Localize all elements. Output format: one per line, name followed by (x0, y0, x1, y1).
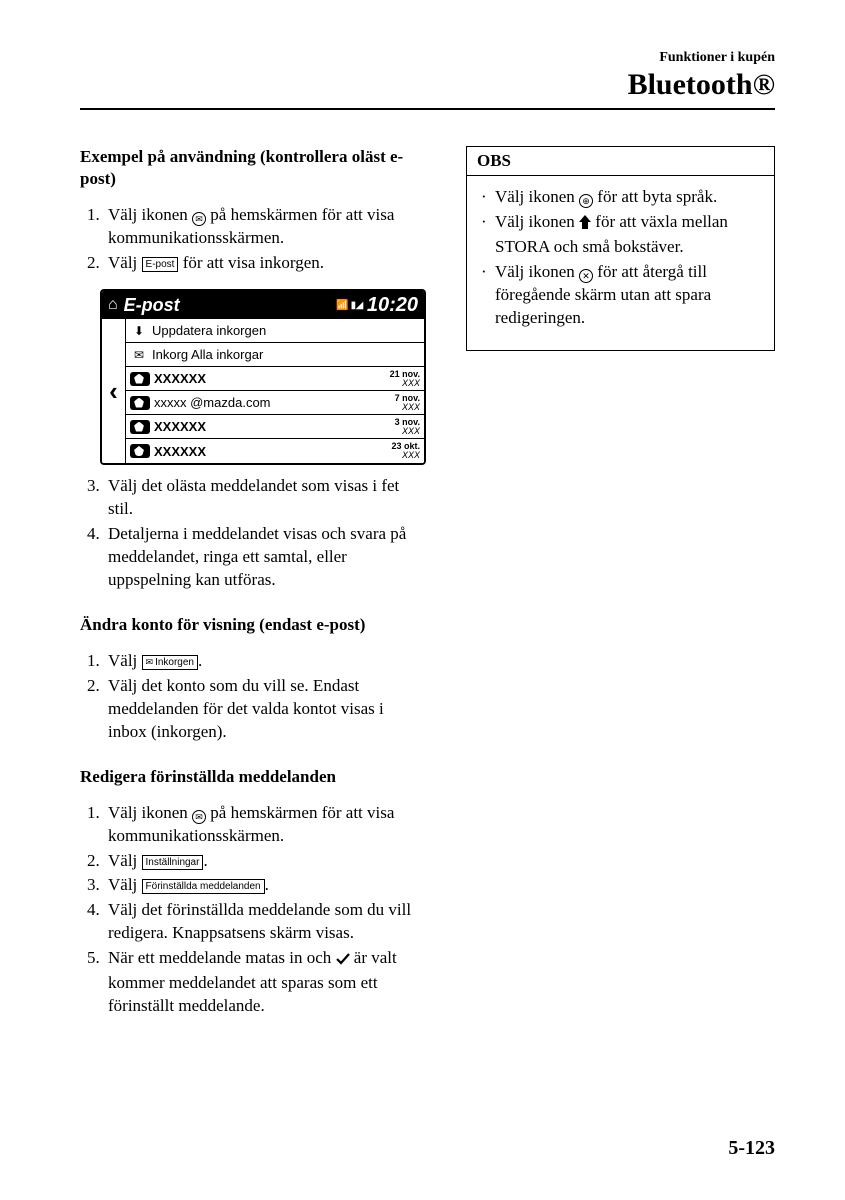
section1-step4: Detaljerna i meddelandet visas och svara… (104, 523, 426, 592)
msg-date: 23 okt.XXX (391, 442, 420, 460)
ui-message-row: XXXXXX 23 okt.XXX (126, 439, 424, 463)
section2-title: Ändra konto för visning (endast e-post) (80, 614, 426, 636)
status-icons: 📶 ▮◢ (336, 300, 362, 311)
section3-title: Redigera förinställda meddelanden (80, 766, 426, 788)
ui-clock: 10:20 (367, 294, 418, 317)
section3-step1: Välj ikonen ✉ på hemskärmen för att visa… (104, 802, 426, 848)
msg-date: 3 nov.XXX (395, 418, 420, 436)
obs-box: OBS · Välj ikonen ⊕ för att byta språk. … (466, 146, 775, 351)
ui-message-row: xxxxx @mazda.com 7 nov.XXX (126, 391, 424, 415)
section1-title: Exempel på användning (kontrollera oläst… (80, 146, 426, 190)
contact-icon (130, 444, 150, 458)
obs-body: · Välj ikonen ⊕ för att byta språk. · Vä… (467, 176, 774, 350)
ui-titlebar: ⌂ E-post 📶 ▮◢ 10:20 (102, 291, 424, 319)
header-supertitle: Funktioner i kupén (80, 50, 775, 66)
section3-step5: När ett meddelande matas in och är valt … (104, 947, 426, 1018)
section1-step2: Välj E-post för att visa inkorgen. (104, 252, 426, 275)
section3-step4: Välj det förinställda meddelande som du … (104, 899, 426, 945)
section1b-list: Välj det olästa meddelandet som visas i … (80, 475, 426, 592)
left-column: Exempel på användning (kontrollera oläst… (80, 146, 426, 1020)
msg-date: 7 nov.XXX (395, 394, 420, 412)
header-rule (80, 108, 775, 110)
ui-row-inbox: ✉ Inkorg Alla inkorgar (126, 343, 424, 367)
right-column: OBS · Välj ikonen ⊕ för att byta språk. … (466, 146, 775, 1020)
obs-item-1: · Välj ikonen ⊕ för att byta språk. (481, 186, 760, 209)
checkmark-icon (336, 949, 350, 972)
obs-item-2: · Välj ikonen för att växla mellan STORA… (481, 211, 760, 259)
ui-row-update: ⬇ Uppdatera inkorgen (126, 319, 424, 343)
preset-msgs-button-label: Förinställda meddelanden (142, 879, 265, 894)
obs-item-3: · Välj ikonen ✕ för att återgå till före… (481, 261, 760, 330)
ui-message-row: XXXXXX 21 nov.XXX (126, 367, 424, 391)
section1-step3: Välj det olästa meddelandet som visas i … (104, 475, 426, 521)
communication-icon: ✉ (192, 212, 206, 226)
download-icon: ⬇ (130, 324, 148, 338)
envelope-icon: ✉ (130, 348, 148, 362)
section2-step2: Välj det konto som du vill se. Endast me… (104, 675, 426, 744)
ui-message-row: XXXXXX 3 nov.XXX (126, 415, 424, 439)
contact-icon (130, 420, 150, 434)
ui-title: E-post (124, 295, 337, 316)
section3-step3: Välj Förinställda meddelanden. (104, 874, 426, 897)
shift-arrow-icon (579, 213, 591, 236)
inkorgen-button-label: Inkorgen (142, 655, 198, 670)
epost-ui-screenshot: ⌂ E-post 📶 ▮◢ 10:20 ‹ ⬇ Uppdatera inkorg… (100, 289, 426, 465)
msg-date: 21 nov.XXX (390, 370, 420, 388)
communication-icon: ✉ (192, 810, 206, 824)
section2-list: Välj Inkorgen. Välj det konto som du vil… (80, 650, 426, 744)
settings-button-label: Inställningar (142, 855, 204, 870)
page-number: 5-123 (728, 1137, 775, 1160)
obs-title: OBS (467, 147, 774, 176)
contact-icon (130, 372, 150, 386)
header-title: Bluetooth® (80, 68, 775, 102)
epost-button-label: E-post (142, 257, 179, 272)
back-chevron-icon: ‹ (102, 319, 126, 463)
page-header: Funktioner i kupén Bluetooth® (80, 50, 775, 102)
section2-step1: Välj Inkorgen. (104, 650, 426, 673)
section3-step2: Välj Inställningar. (104, 850, 426, 873)
contact-icon (130, 396, 150, 410)
globe-icon: ⊕ (579, 194, 593, 208)
cancel-x-icon: ✕ (579, 269, 593, 283)
section1-list: Välj ikonen ✉ på hemskärmen för att visa… (80, 204, 426, 275)
section1-step1: Välj ikonen ✉ på hemskärmen för att visa… (104, 204, 426, 250)
section3-list: Välj ikonen ✉ på hemskärmen för att visa… (80, 802, 426, 1018)
home-icon: ⌂ (108, 296, 118, 314)
ui-list: ⬇ Uppdatera inkorgen ✉ Inkorg Alla inkor… (126, 319, 424, 463)
